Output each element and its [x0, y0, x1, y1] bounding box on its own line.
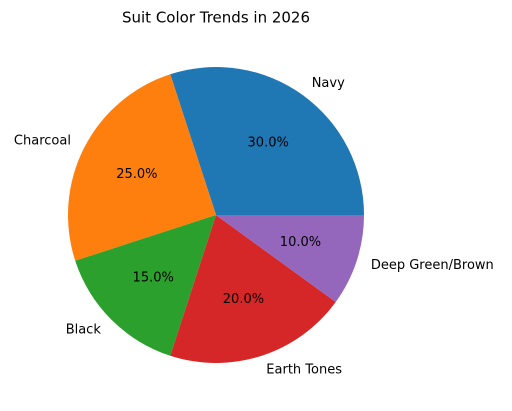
value-label: 25.0%: [116, 167, 157, 182]
value-label: 20.0%: [223, 292, 264, 307]
slice-label: Earth Tones: [266, 362, 342, 377]
slice-label: Navy: [312, 76, 345, 91]
pie-slice: [75, 215, 216, 356]
pie-slice: [67, 74, 216, 261]
slice-label: Deep Green/Brown: [371, 258, 494, 273]
value-label: 10.0%: [280, 235, 321, 250]
chart-title: Suit Color Trends in 2026: [122, 9, 310, 27]
slice-label: Charcoal: [14, 134, 71, 149]
value-label: 15.0%: [133, 270, 174, 285]
pie-slice: [170, 66, 364, 215]
slice-label: Black: [66, 323, 102, 338]
pie-slice: [170, 215, 336, 363]
pie-slice: [216, 215, 364, 302]
value-label: 30.0%: [248, 136, 289, 151]
